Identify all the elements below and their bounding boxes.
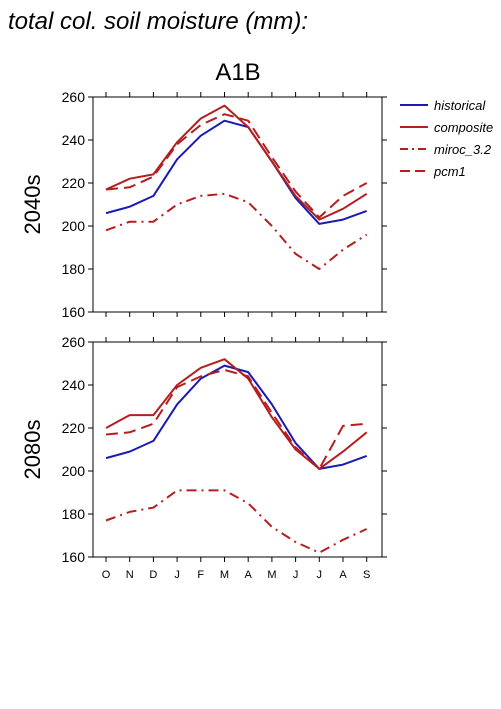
series-line-historical: [105, 364, 368, 470]
y-tick-label: 200: [62, 218, 86, 234]
y-tick-label: 240: [62, 132, 86, 148]
series-line-composite: [105, 358, 368, 470]
legend-label: miroc_3.2: [434, 142, 492, 157]
y-tick-label: 180: [62, 506, 86, 522]
legend-label: historical: [434, 98, 486, 113]
x-tick-label: O: [102, 569, 111, 581]
y-tick-label: 160: [62, 304, 86, 320]
legend-label: composite: [434, 120, 493, 135]
series-line-historical: [105, 119, 368, 225]
series-line-pcm1: [105, 113, 368, 219]
x-tick-label: A: [339, 569, 347, 581]
figure-title: total col. soil moisture (mm):: [8, 8, 308, 35]
legend: historical composite miroc_3.2 pcm1: [400, 98, 493, 179]
plot-frame: [92, 96, 383, 313]
y-tick-label: 260: [62, 89, 86, 105]
series-line-miroc-3-2: [105, 192, 368, 270]
x-tick-label: J: [174, 569, 180, 581]
x-tick-label: F: [197, 569, 204, 581]
legend-label: pcm1: [433, 164, 466, 179]
panel-2080s: 160 180 200 220 240 260 2080s: [20, 334, 387, 565]
x-tick-label: M: [220, 569, 229, 581]
x-tick-label: M: [267, 569, 276, 581]
x-tick-label: J: [317, 569, 323, 581]
y-tick-label: 200: [62, 463, 86, 479]
series-line-pcm1: [105, 368, 367, 470]
panel-2040s: 160 180 200 220 240 260 2040s: [20, 89, 387, 320]
y-tick-label: 260: [62, 334, 86, 350]
x-tick-label: N: [126, 569, 134, 581]
y-tick-label: 220: [62, 420, 86, 436]
panel-label: 2080s: [20, 420, 45, 480]
plot-frame: [92, 341, 383, 558]
panel-label: 2040s: [20, 175, 45, 235]
y-tick-label: 240: [62, 377, 86, 393]
y-tick-label: 220: [62, 175, 86, 191]
scenario-title: A1B: [215, 59, 260, 86]
series-line-miroc-3-2: [105, 489, 368, 554]
series-line-composite: [105, 104, 368, 221]
x-tick-label: A: [245, 569, 253, 581]
x-tick-label: J: [293, 569, 299, 581]
y-tick-label: 180: [62, 261, 86, 277]
x-tick-label: D: [149, 569, 157, 581]
x-tick-label: S: [363, 569, 370, 581]
y-tick-label: 160: [62, 549, 86, 565]
